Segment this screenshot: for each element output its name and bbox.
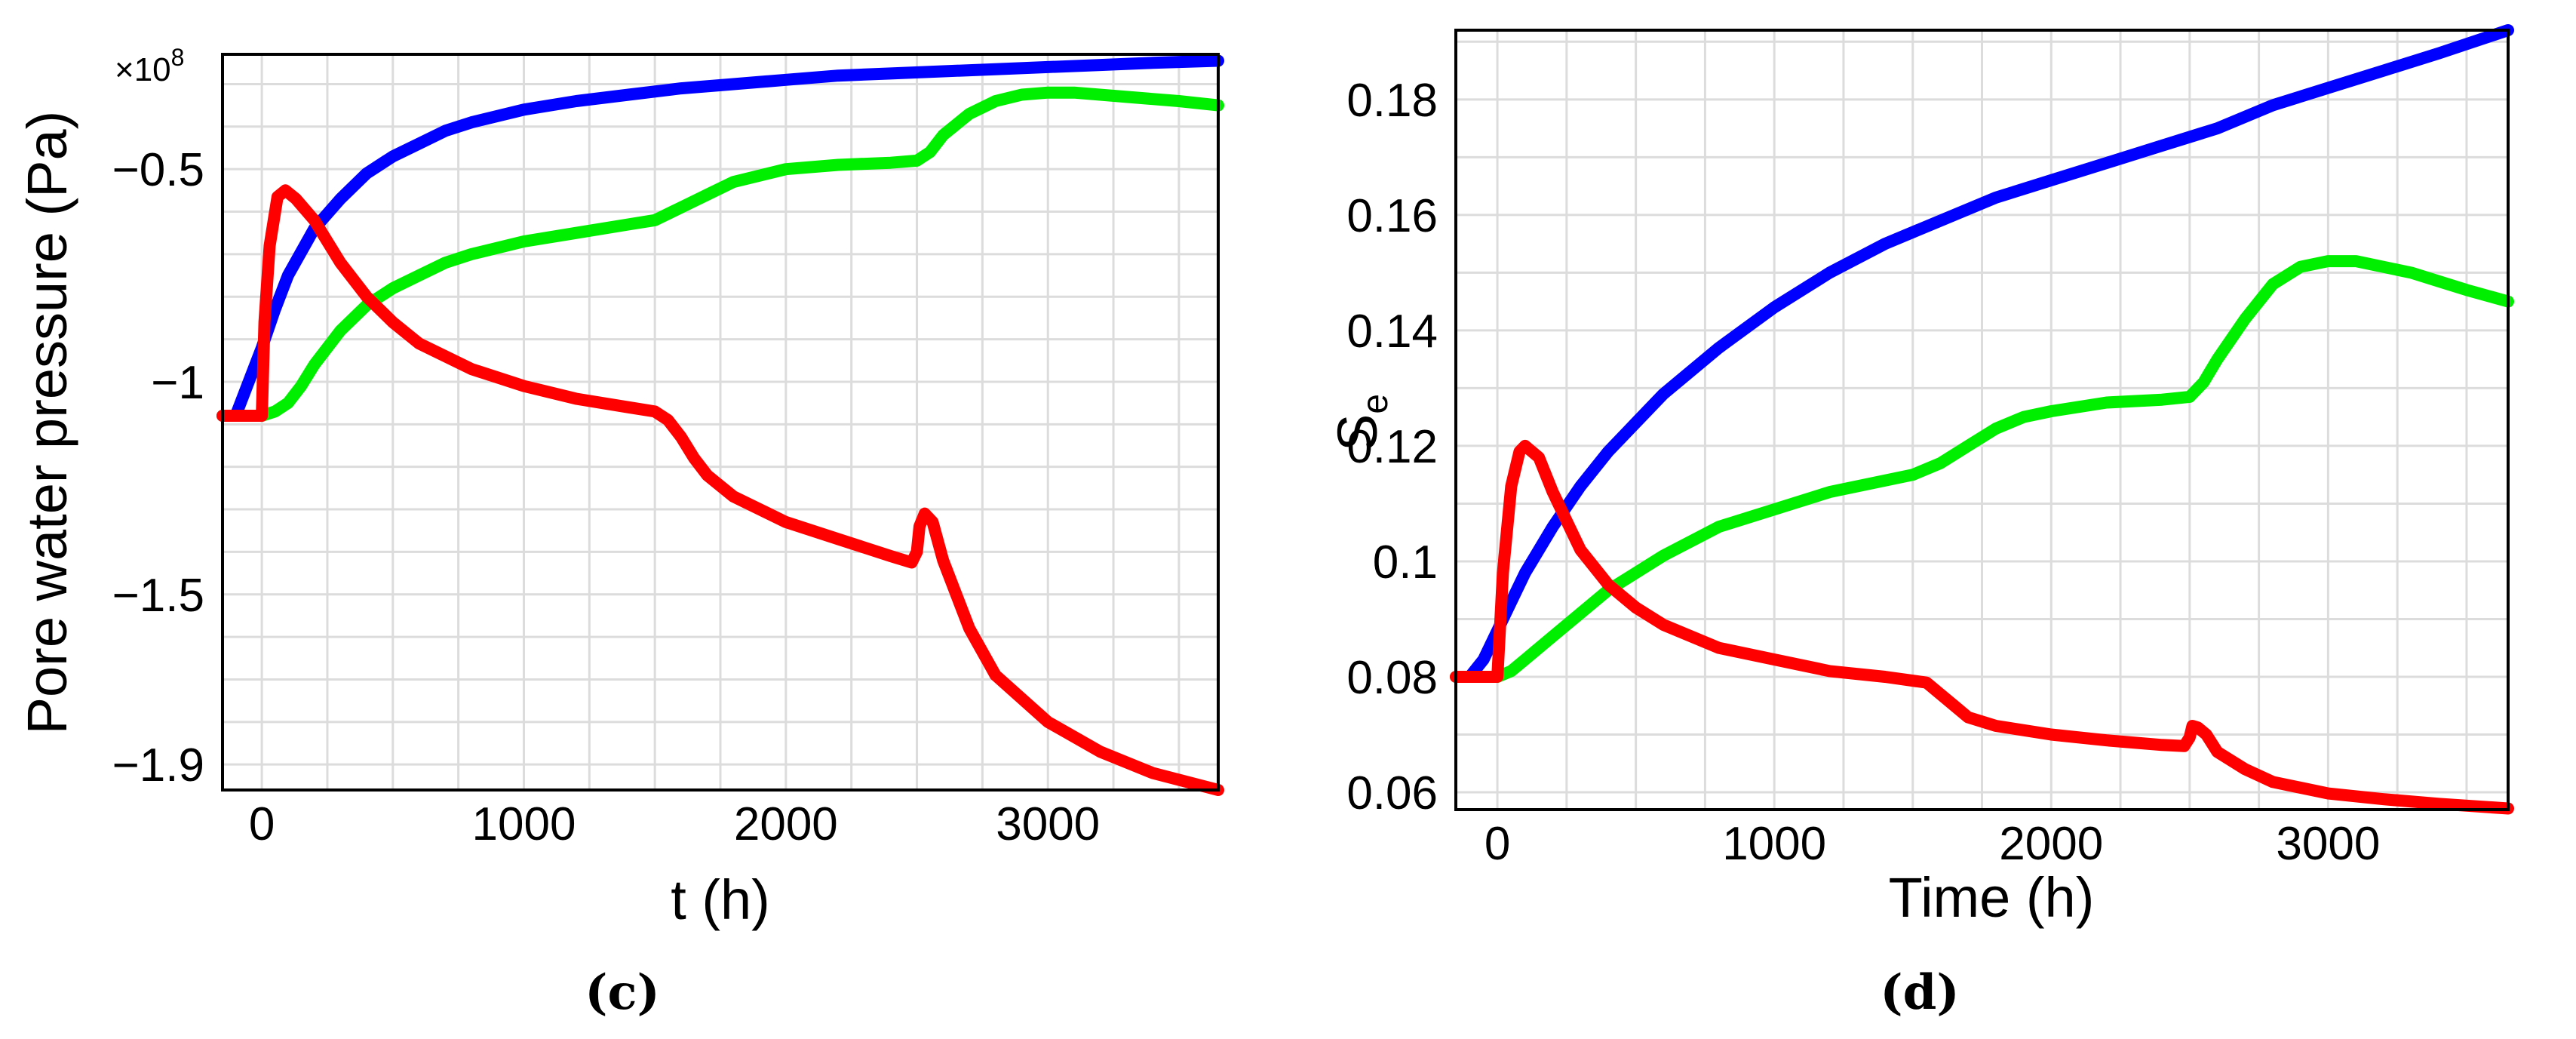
- y-tick-label: −1.9: [112, 739, 204, 792]
- x-tick-label: 0: [249, 798, 275, 850]
- series-lines: [216, 54, 1224, 796]
- y-tick-label: 0.08: [1346, 652, 1438, 704]
- y-ticks: 0.06 0.08 0.1 0.12 0.14 0.16 0.18: [1346, 75, 1438, 819]
- y-tick-label: −0.5: [112, 144, 204, 196]
- x-tick-label: 3000: [2276, 818, 2380, 870]
- x-tick-label: 1000: [1722, 818, 1826, 870]
- y-tick-label: 0.1: [1373, 536, 1438, 589]
- plot-frame: [1454, 29, 2510, 811]
- panel-caption: (d): [1880, 964, 1959, 1021]
- y-tick-label: 0.16: [1346, 190, 1438, 242]
- grid-lines: [223, 54, 1218, 790]
- y-ticks: −0.5 −1 −1.5 −1.9: [112, 144, 204, 792]
- series-line-1: [216, 54, 1224, 422]
- grid-lines: [1456, 30, 2508, 810]
- y-tick-label: 0.12: [1346, 421, 1438, 473]
- x-tick-label: 0: [1485, 818, 1510, 870]
- series-lines: [1450, 24, 2514, 815]
- series-line-1: [1463, 24, 2514, 683]
- series-line-3: [1450, 439, 2514, 815]
- series-line-2: [216, 86, 1224, 422]
- y-tick-label: −1: [151, 357, 204, 409]
- x-tick-label: 1000: [472, 798, 576, 850]
- plot-frame: [221, 53, 1220, 792]
- x-axis-label: t (h): [671, 868, 770, 931]
- x-axis-label: Time (h): [1889, 866, 2095, 929]
- y-tick-label: −1.5: [112, 570, 204, 622]
- panel-caption: (c): [585, 964, 660, 1021]
- y-tick-label: 0.06: [1346, 767, 1438, 819]
- y-multiplier: ×108: [115, 44, 184, 88]
- y-axis-label: Se: [1326, 394, 1395, 451]
- y-tick-label: 0.18: [1346, 75, 1438, 127]
- panel-c: 0 1000 2000 3000 −0.5−1−1.5−1.9 ×108 t (h) …: [16, 44, 1224, 1021]
- panel-d: 0 1000 2000 3000 0.06 0.08 0.1 0.12 0.14 0.16 0.1…: [1326, 24, 2514, 1021]
- series-line-3: [216, 184, 1224, 796]
- x-ticks: 0 1000 2000 3000: [1485, 818, 2381, 870]
- x-tick-label: 2000: [734, 798, 838, 850]
- x-tick-label: 3000: [996, 798, 1100, 850]
- series-line-2: [1450, 255, 2514, 683]
- x-ticks: 0 1000 2000 3000: [249, 798, 1100, 850]
- y-axis-label: Pore water pressure (Pa): [16, 111, 78, 735]
- y-tick-label: 0.14: [1346, 306, 1438, 358]
- x-tick-label: 2000: [1999, 818, 2103, 870]
